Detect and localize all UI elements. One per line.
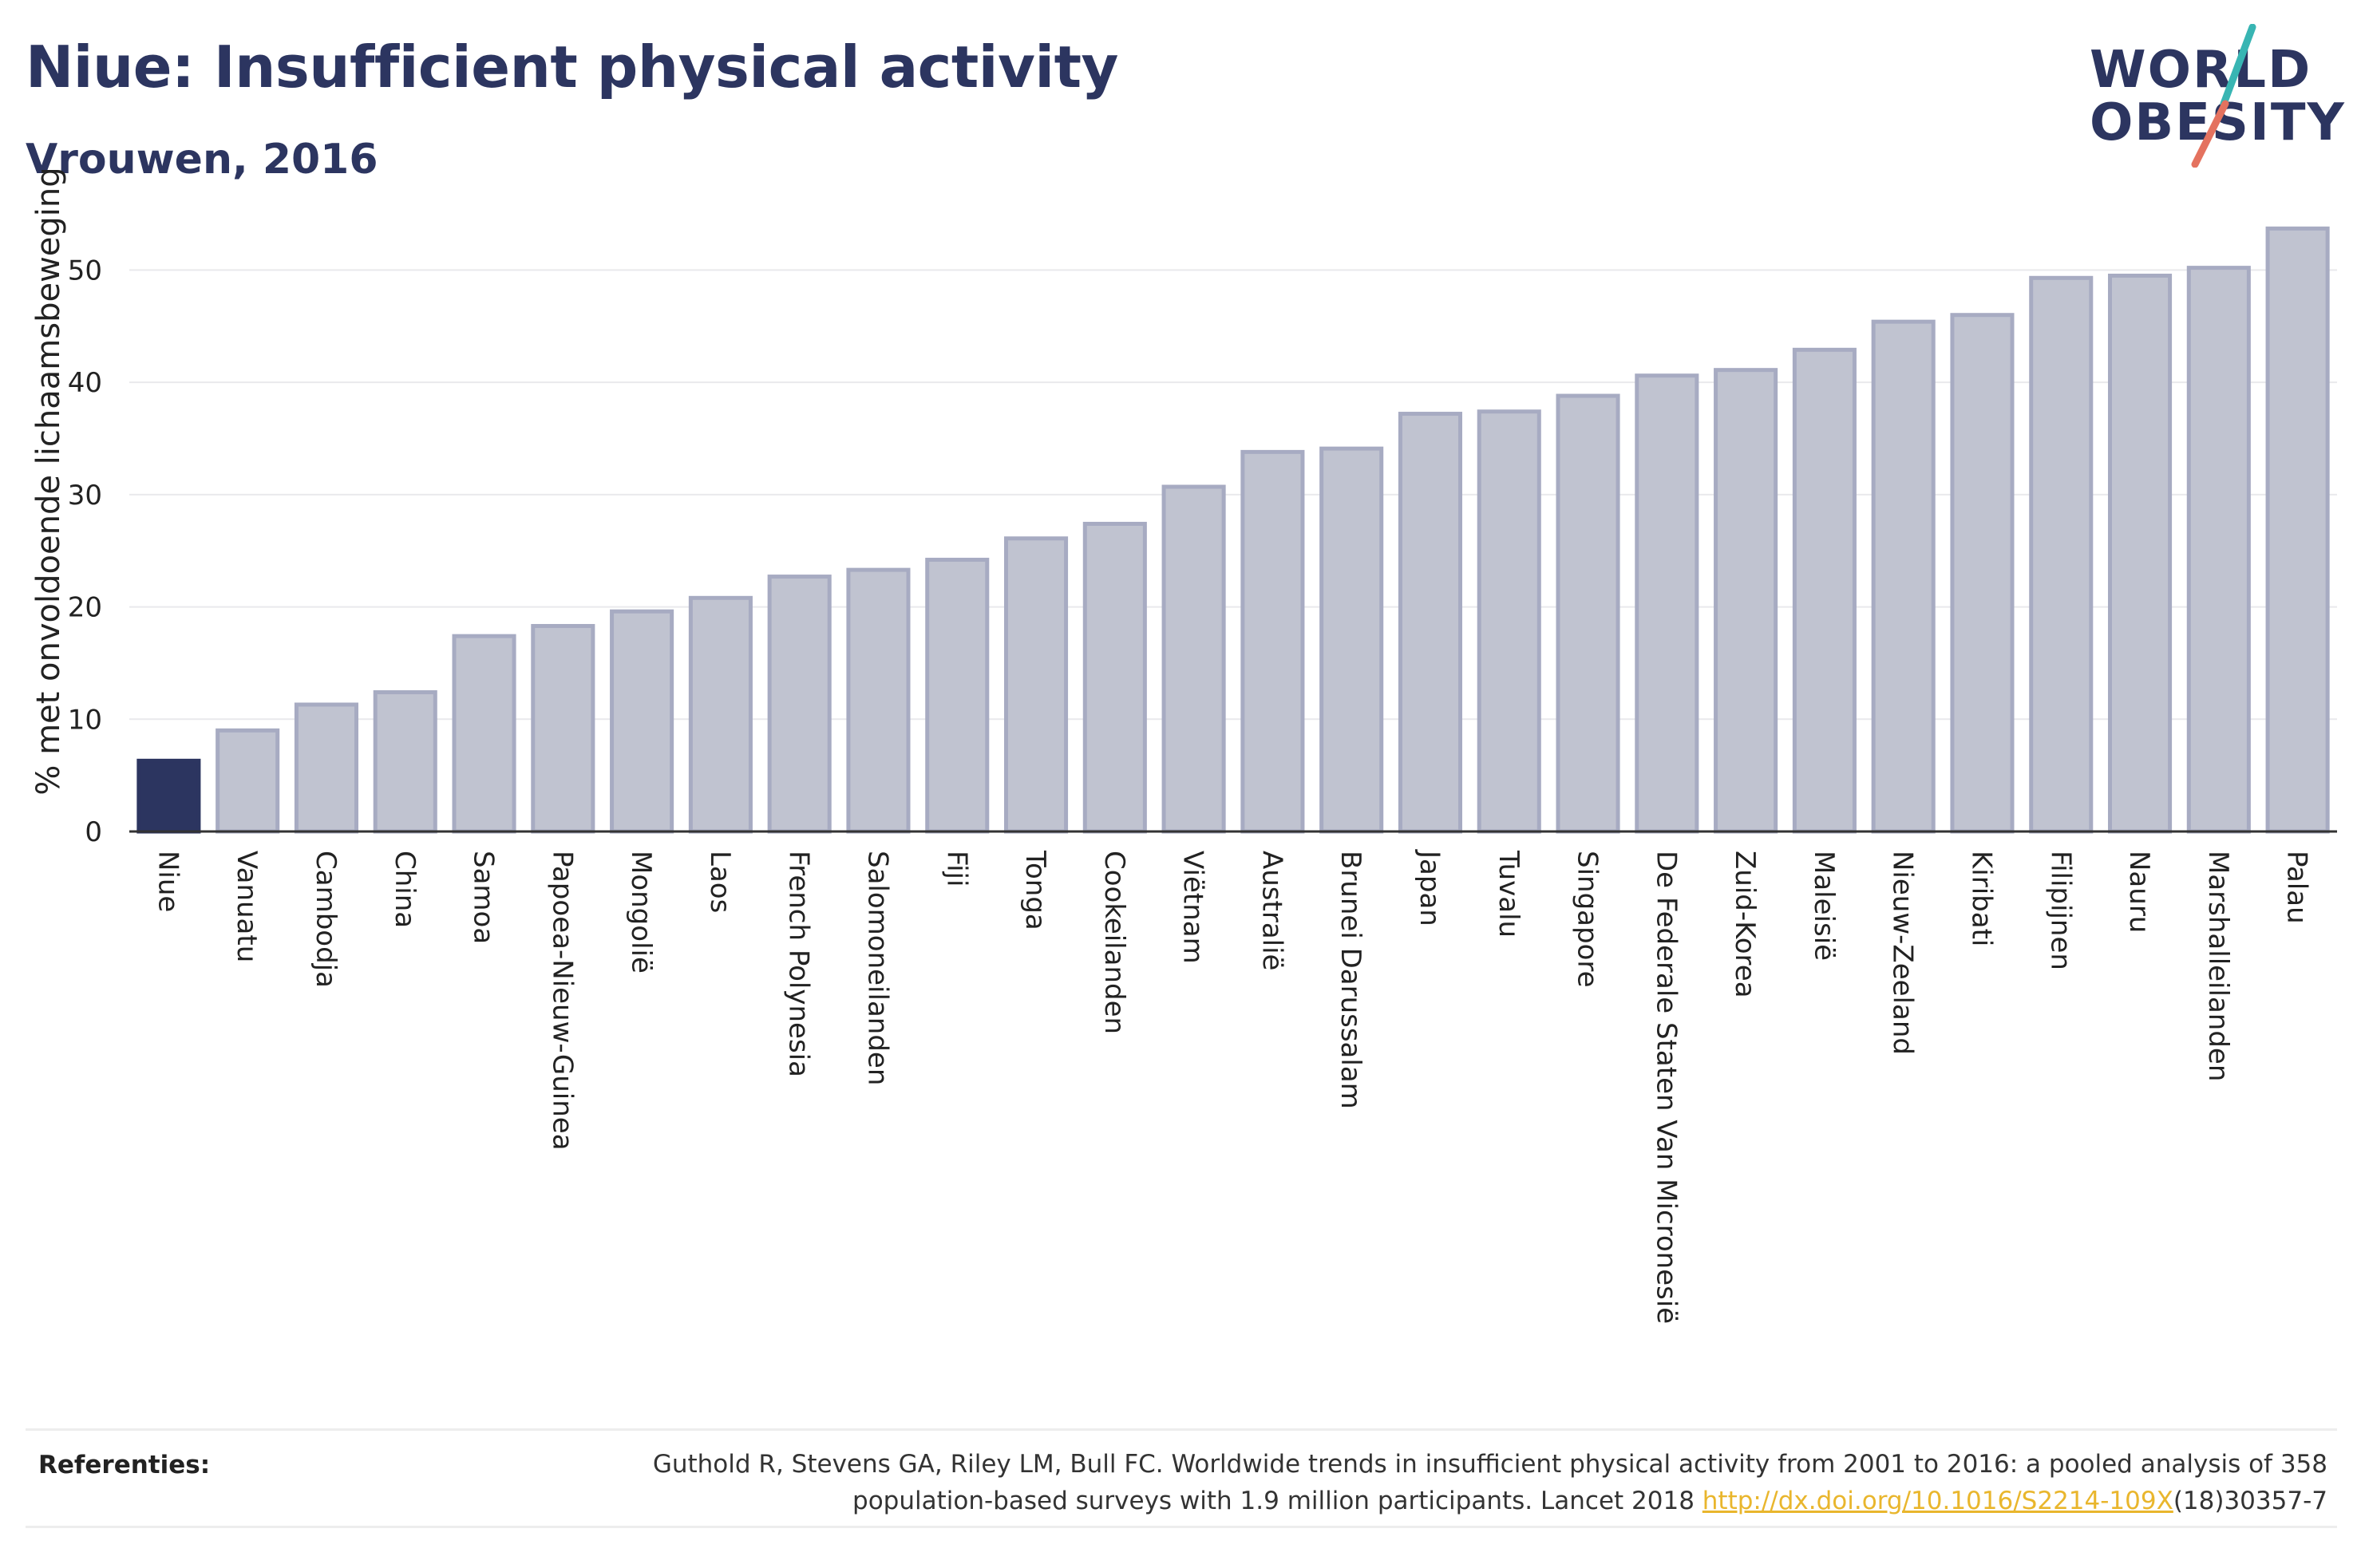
x-tick-label: Fiji (940, 851, 972, 887)
y-tick-label: 40 (68, 367, 102, 399)
footer-divider-bottom (26, 1526, 2337, 1528)
bar-nieuw-zeeland (1871, 319, 1936, 834)
x-tick-label: Japan (1414, 849, 1445, 926)
bar-laos (688, 595, 753, 834)
bar-japan (1398, 412, 1463, 834)
bar-tonga (1003, 536, 1069, 834)
x-tick-label: Viëtnam (1177, 851, 1209, 964)
logo-line-1: WORLD (2090, 41, 2312, 100)
citation-line-2-end: (18)30357-7 (2173, 1487, 2327, 1515)
x-tick-label: Australië (1256, 851, 1287, 970)
bar-australi- (1240, 449, 1305, 834)
x-tick-label: Tonga (1019, 850, 1051, 930)
footer-divider-top (26, 1428, 2337, 1431)
bar-niue (136, 758, 201, 834)
y-tick-label: 0 (85, 816, 102, 848)
bar-brunei-darussalam (1319, 446, 1384, 834)
x-tick-label: Tuvalu (1493, 850, 1525, 938)
x-tick-label: Vanuatu (231, 851, 263, 962)
bar-nauru (2107, 273, 2173, 834)
x-tick-label: French Polynesia (783, 851, 815, 1077)
bar-fiji (925, 557, 990, 834)
x-tick-label: Laos (704, 851, 736, 913)
bar-french-polynesia (767, 575, 832, 834)
x-tick-label: Kiribati (1965, 851, 1997, 946)
world-obesity-logo: WORLD OBESITY (2075, 24, 2347, 168)
bar-filipijnen (2029, 275, 2094, 834)
bar-salomoneilanden (846, 567, 911, 834)
bar-papoea-nieuw-guinea (531, 623, 595, 834)
x-tick-label: Singapore (1572, 851, 1604, 988)
bars (136, 226, 2330, 834)
x-tick-label: Papoea-Nieuw-Guinea (546, 851, 578, 1151)
bar-zuid-korea (1714, 368, 1778, 834)
x-tick-label: Samoa (468, 851, 500, 944)
bar-cambodja (294, 702, 359, 834)
references-citation: Guthold R, Stevens GA, Riley LM, Bull FC… (492, 1446, 2327, 1519)
x-tick-label: Nieuw-Zeeland (1887, 851, 1919, 1055)
x-tick-label: Marshalleilanden (2202, 851, 2234, 1081)
x-tick-label: Brunei Darussalam (1335, 851, 1366, 1109)
references-label: Referenties: (38, 1451, 211, 1479)
bar-kiribati (1950, 313, 2015, 834)
y-tick-label: 50 (68, 255, 102, 286)
bar-chart: 0 10 20 30 40 50 Niue Vanuatu Cambodja China Samo… (30, 167, 2337, 1324)
x-tick-label: Filipijnen (2044, 851, 2076, 970)
x-tick-label: Maleisië (1808, 851, 1840, 961)
x-tick-label: Niue (152, 851, 184, 912)
x-tick-label: Mongolië (625, 851, 657, 974)
bar-vanuatu (216, 728, 280, 834)
x-axis-labels: Niue Vanuatu Cambodja China Samoa Papoea-Nieu… (152, 849, 2312, 1324)
bar-china (373, 690, 437, 834)
logo-slash-icon (2191, 24, 2256, 168)
bar-cookeilanden (1082, 521, 1147, 834)
bar-palau (2265, 226, 2330, 834)
bar-tuvalu (1477, 409, 1541, 834)
y-axis-label: % met onvoldoende lichaamsbeweging (30, 167, 67, 795)
bar-singapore (1556, 393, 1620, 834)
bar-marshalleilanden (2186, 266, 2251, 834)
y-tick-label: 10 (68, 704, 102, 736)
bar-maleisi- (1792, 347, 1857, 834)
x-tick-label: China (389, 851, 421, 928)
chart-title: Niue: Insufficient physical activity (26, 34, 1118, 101)
citation-line-2: population-based surveys with 1.9 millio… (852, 1487, 1703, 1515)
x-tick-label: Nauru (2123, 851, 2155, 933)
x-tick-label: Salomoneilanden (861, 851, 893, 1085)
y-tick-label: 30 (68, 480, 102, 511)
bar-mongoli- (610, 609, 674, 834)
bar-de-federale-staten-van-micronesi- (1635, 373, 1699, 834)
bar-vi-tnam (1161, 484, 1226, 834)
citation-line-1: Guthold R, Stevens GA, Riley LM, Bull FC… (652, 1450, 2327, 1479)
x-tick-label: Palau (2281, 851, 2313, 924)
y-axis-ticks: 0 10 20 30 40 50 (68, 255, 102, 848)
x-tick-label: Cookeilanden (1098, 851, 1130, 1034)
x-tick-label: Cambodja (310, 851, 342, 988)
x-tick-label: Zuid-Korea (1729, 851, 1761, 998)
chart-subtitle: Vrouwen, 2016 (26, 136, 378, 184)
y-tick-label: 20 (68, 592, 102, 624)
citation-doi-link[interactable]: http://dx.doi.org/10.1016/S2214-109X (1702, 1487, 2173, 1515)
bar-samoa (452, 634, 516, 834)
x-tick-label: De Federale Staten Van Micronesië (1650, 851, 1682, 1324)
